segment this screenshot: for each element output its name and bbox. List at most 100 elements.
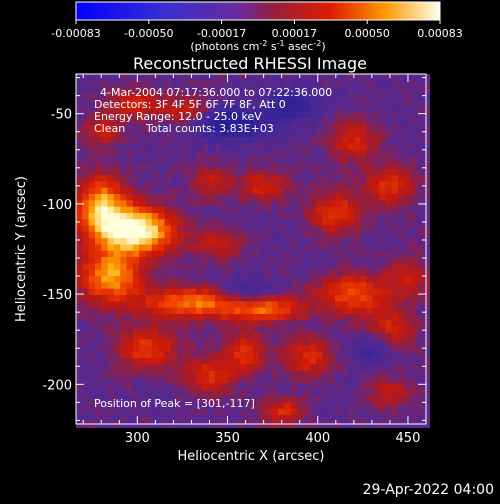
- heatmap-cell: [385, 200, 393, 207]
- heatmap-cell: [265, 257, 273, 264]
- heatmap-cell: [372, 105, 380, 113]
- heatmap-cell: [252, 80, 260, 88]
- heatmap-cell: [341, 74, 348, 81]
- heatmap-cell: [278, 313, 285, 321]
- heatmap-cell: [94, 307, 102, 315]
- heatmap-cell: [353, 250, 361, 258]
- heatmap-cell: [94, 238, 102, 245]
- heatmap-cell: [233, 307, 241, 315]
- y-axis-ticks: -50-100-150-200: [42, 77, 426, 421]
- heatmap-cell: [303, 86, 311, 94]
- heatmap-cell: [183, 282, 191, 290]
- heatmap-cell: [145, 421, 153, 428]
- heatmap-cell: [170, 364, 178, 372]
- heatmap-cell: [195, 212, 203, 220]
- heatmap-cells: [76, 74, 430, 428]
- heatmap-cell: [202, 111, 209, 119]
- heatmap-cell: [164, 206, 172, 214]
- heatmap-cell: [391, 124, 399, 132]
- heatmap-cell: [82, 92, 90, 100]
- heatmap-cell: [372, 282, 380, 290]
- heatmap-cell: [76, 130, 83, 138]
- heatmap-cell: [328, 99, 336, 106]
- heatmap-cell: [410, 351, 418, 359]
- heatmap-cell: [195, 408, 203, 416]
- heatmap-cell: [290, 313, 298, 321]
- heatmap-cell: [88, 156, 96, 163]
- heatmap-cell: [151, 200, 159, 207]
- heatmap-cell: [151, 358, 159, 365]
- heatmap-cell: [151, 408, 159, 416]
- heatmap-cell: [309, 250, 317, 258]
- heatmap-cell: [328, 124, 336, 132]
- heatmap-cell: [158, 187, 165, 195]
- heatmap-cell: [107, 364, 115, 372]
- heatmap-cell: [379, 421, 386, 428]
- heatmap-cell: [183, 86, 191, 94]
- heatmap-cell: [145, 231, 153, 239]
- heatmap-cell: [259, 370, 266, 378]
- heatmap-cell: [341, 130, 348, 138]
- heatmap-cell: [328, 130, 336, 138]
- heatmap-cell: [379, 326, 386, 334]
- heatmap-cell: [208, 307, 216, 315]
- heatmap-cell: [151, 351, 159, 359]
- heatmap-cell: [410, 389, 418, 397]
- heatmap-cell: [372, 74, 380, 81]
- heatmap-cell: [177, 402, 184, 410]
- heatmap-cell: [315, 206, 323, 214]
- heatmap-cell: [170, 231, 178, 239]
- heatmap-cell: [101, 181, 108, 189]
- heatmap-cell: [158, 181, 165, 189]
- heatmap-cell: [177, 156, 184, 163]
- heatmap-cell: [252, 99, 260, 106]
- heatmap-cell: [347, 149, 355, 157]
- heatmap-cell: [145, 326, 153, 334]
- heatmap-cell: [391, 105, 399, 113]
- heatmap-cell: [107, 124, 115, 132]
- heatmap-cell: [101, 137, 108, 144]
- heatmap-cell: [322, 187, 329, 195]
- heatmap-cell: [183, 269, 191, 277]
- heatmap-cell: [290, 257, 298, 264]
- heatmap-cell: [398, 118, 405, 125]
- heatmap-cell: [246, 156, 254, 163]
- heatmap-cell: [290, 92, 298, 100]
- heatmap-cell: [366, 320, 374, 327]
- heatmap-cell: [139, 288, 146, 296]
- heatmap-cell: [391, 156, 399, 163]
- heatmap-cell: [246, 345, 254, 353]
- heatmap-cell: [120, 175, 127, 182]
- heatmap-cell: [284, 396, 292, 403]
- heatmap-cell: [88, 313, 96, 321]
- heatmap-cell: [139, 212, 146, 220]
- heatmap-cell: [233, 364, 241, 372]
- heatmap-cell: [303, 250, 311, 258]
- heatmap-cell: [290, 99, 298, 106]
- heatmap-cell: [360, 370, 367, 378]
- heatmap-cell: [145, 320, 153, 327]
- heatmap-cell: [309, 313, 317, 321]
- heatmap-cell: [385, 92, 393, 100]
- heatmap-cell: [240, 175, 247, 182]
- heatmap-cell: [183, 149, 191, 157]
- heatmap-cell: [202, 244, 209, 252]
- y-tick-label: -50: [51, 108, 72, 123]
- heatmap-cell: [227, 156, 235, 163]
- colorbar-tick-label: 0.00083: [417, 27, 463, 40]
- heatmap-cell: [410, 301, 418, 309]
- heatmap-cell: [183, 332, 191, 340]
- heatmap-cell: [360, 383, 367, 391]
- heatmap-cell: [372, 156, 380, 163]
- heatmap-cell: [170, 320, 178, 327]
- heatmap-cell: [328, 282, 336, 290]
- heatmap-cell: [366, 124, 374, 132]
- heatmap-cell: [107, 86, 115, 94]
- heatmap-cell: [278, 421, 285, 428]
- heatmap-cell: [88, 288, 96, 296]
- heatmap-cell: [278, 339, 285, 346]
- heatmap-cell: [372, 358, 380, 365]
- heatmap-cell: [353, 99, 361, 106]
- heatmap-cell: [195, 244, 203, 252]
- heatmap-cell: [284, 364, 292, 372]
